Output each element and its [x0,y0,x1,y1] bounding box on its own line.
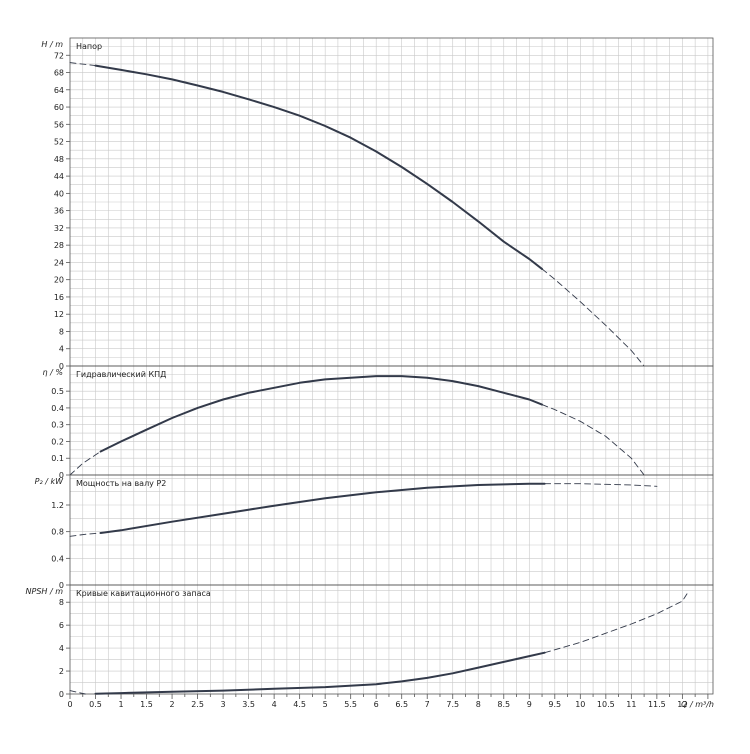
x-tick-label: 7 [425,700,430,709]
x-tick-label: 5.5 [344,700,357,709]
y-tick-label: 0.1 [51,454,64,463]
x-tick-label: 11 [626,700,636,709]
y-tick-label: 4 [59,644,64,653]
y-tick-label: 24 [54,258,64,267]
curve-extension-dashed [69,451,102,476]
x-tick-label: 8.5 [497,700,510,709]
x-tick-label: 2.5 [191,700,204,709]
curve-operating-solid [99,482,546,534]
y-tick-label: 0.4 [51,554,64,563]
y-tick-label: 0 [59,471,64,480]
x-tick-label: 1.5 [140,700,153,709]
y-tick-label: 32 [54,224,64,233]
y-tick-label: 8 [59,327,64,336]
x-tick-label: 11.5 [648,700,666,709]
y-tick-label: 36 [54,207,64,216]
x-axis-label: Q / m³/h [681,700,714,709]
curve-extension-dashed [69,62,96,67]
x-tick-label: 4.5 [293,700,306,709]
curve-operating-solid [94,64,543,270]
curve-extension-dashed [544,592,688,654]
y-tick-label: 44 [54,172,64,181]
y-tick-label: 0.3 [51,421,64,430]
curve-operating-solid [99,375,543,453]
y-tick-label: 6 [59,621,64,630]
x-tick-label: 9 [527,700,532,709]
y-tick-label: 72 [54,51,64,60]
x-tick-label: 6.5 [395,700,408,709]
y-tick-label: 20 [54,276,64,285]
curve-extension-dashed [541,404,645,476]
curve-extension-dashed [541,268,645,367]
y-tick-label: 52 [54,138,64,147]
x-tick-label: 0.5 [89,700,102,709]
y-tick-label: 1.2 [51,501,64,510]
y-tick-label: 68 [54,69,64,78]
y-tick-label: 0 [59,581,64,590]
x-tick-label: 6 [374,700,379,709]
y-tick-label: 4 [59,345,64,354]
y-tick-label: 48 [54,155,64,164]
y-tick-label: 0.5 [51,387,64,396]
y-tick-label: 0.4 [51,404,64,413]
y-axis-label: η / % [43,368,63,377]
x-tick-label: 12 [677,700,687,709]
y-tick-label: 40 [54,189,64,198]
y-tick-label: 60 [54,103,64,112]
x-tick-label: 3 [221,700,226,709]
y-tick-label: 64 [54,86,64,95]
panel-title: Кривые кавитационного запаса [76,589,211,598]
y-tick-label: 2 [59,667,64,676]
curve-extension-dashed [69,690,86,695]
y-tick-label: 56 [54,120,64,129]
panel-frame [69,584,714,695]
y-tick-label: 0 [59,362,64,371]
panel-title: Гидравлический КПД [76,370,166,379]
x-tick-label: 9.5 [548,700,561,709]
x-tick-label: 7.5 [446,700,459,709]
y-tick-label: 16 [54,293,64,302]
x-tick-label: 5 [323,700,328,709]
x-tick-label: 3.5 [242,700,255,709]
panel-title: Напор [76,42,102,51]
y-tick-label: 0.2 [51,437,64,446]
panel-title: Мощность на валу P2 [76,479,166,488]
y-tick-label: 28 [54,241,64,250]
curve-extension-dashed [69,532,102,537]
x-tick-label: 2 [170,700,175,709]
x-tick-label: 0 [67,700,72,709]
y-tick-label: 8 [59,598,64,607]
x-tick-label: 4 [272,700,277,709]
y-axis-label: NPSH / m [26,587,64,596]
y-tick-label: 0.8 [51,528,64,537]
y-axis-label: P₂ / kW [35,477,64,486]
x-tick-label: 8 [476,700,481,709]
curve-operating-solid [94,651,546,695]
curve-extension-dashed [544,483,658,487]
x-tick-label: 1 [118,700,123,709]
y-tick-label: 0 [59,690,64,699]
y-tick-label: 12 [54,310,64,319]
x-tick-label: 10 [575,700,585,709]
x-tick-label: 10.5 [597,700,615,709]
y-axis-label: H / m [41,40,63,49]
